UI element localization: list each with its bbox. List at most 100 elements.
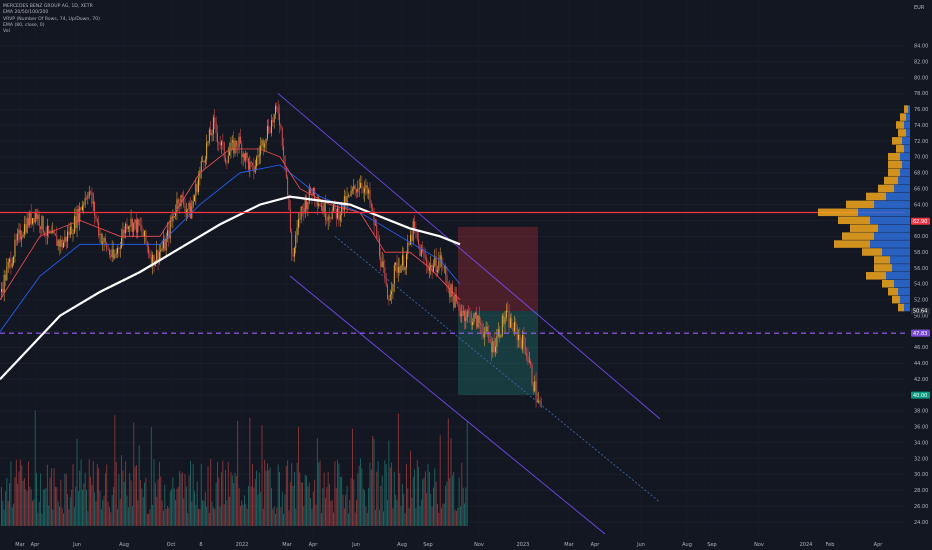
volume-bar [384, 460, 386, 526]
candle-body [334, 203, 336, 209]
volume-bar [434, 468, 436, 526]
time-tick-label: Aug [397, 542, 407, 548]
price-tick-label: 82.00 [914, 59, 928, 65]
volume-bar [145, 477, 147, 526]
volume-bar [222, 460, 224, 526]
volume-profile-down [838, 216, 870, 225]
candle-body [484, 331, 486, 338]
candle-body [504, 317, 506, 324]
volume-bar [10, 461, 12, 526]
time-tick-label: 2024 [800, 542, 813, 548]
candle-body [223, 142, 225, 158]
volume-bar [126, 495, 128, 526]
candle-body [446, 275, 448, 285]
volume-bar [354, 512, 356, 526]
volume-bar [433, 487, 434, 526]
candle-body [310, 187, 312, 194]
candle-body [303, 207, 305, 214]
volume-bar [94, 492, 96, 526]
volume-bar [404, 513, 406, 526]
volume-bar [144, 482, 145, 526]
candle-body [40, 226, 42, 230]
candle-body [44, 232, 46, 236]
candle-body [538, 400, 540, 403]
volume-bar [72, 464, 74, 526]
volume-profile-up [886, 192, 910, 201]
volume-bar [125, 461, 127, 526]
legend-volume[interactable]: Vol [3, 29, 10, 35]
candle-body [526, 353, 528, 357]
volume-bar [233, 483, 235, 526]
candle-body [272, 120, 274, 123]
legend-ema-single[interactable]: EMA (80, close, 0) [3, 22, 45, 28]
time-tick-label: Mar [564, 542, 574, 548]
volume-bar [152, 504, 154, 526]
candle-body [468, 311, 469, 313]
candle-body [36, 212, 37, 219]
candle-body [82, 205, 83, 211]
volume-bar [329, 484, 330, 526]
candle-body [488, 331, 490, 340]
volume-bar [245, 504, 247, 526]
time-tick-label: Nov [754, 542, 764, 548]
volume-bar [295, 508, 297, 526]
candle-body [260, 145, 262, 155]
candle-body [522, 335, 523, 349]
channel-lower-line [289, 275, 606, 535]
candle-body [368, 189, 370, 194]
volume-bar [225, 470, 226, 526]
volume-bar [387, 500, 388, 526]
symbol-title[interactable]: MERCEDES BENZ GROUP AG, 1D, XETR [3, 4, 93, 9]
volume-bar [46, 464, 48, 526]
volume-bar [396, 499, 398, 526]
volume-profile-down [842, 232, 874, 240]
candle-body [373, 211, 375, 226]
candle-body [165, 238, 167, 251]
volume-bar [435, 481, 437, 526]
volume-bar [291, 463, 293, 526]
candle-body [523, 335, 525, 345]
target-price-tag: 40.00 [913, 393, 927, 399]
volume-bar [206, 506, 208, 526]
volume-bar [427, 464, 429, 526]
volume-bar [90, 476, 91, 526]
candle-body [125, 223, 127, 234]
volume-bar [412, 476, 414, 526]
volume-bar [217, 461, 218, 526]
candle-body [121, 237, 123, 248]
candle-body [478, 315, 480, 323]
candle-body [150, 256, 152, 266]
candle-body [46, 225, 48, 236]
volume-bar [146, 513, 148, 526]
candle-body [175, 212, 177, 217]
volume-profile-up [908, 105, 910, 113]
legend-ema-multi[interactable]: EMA 20/50/100/200 [3, 10, 49, 16]
candle-body [161, 248, 163, 251]
time-tick-label: 8 [199, 542, 202, 548]
candle-body [123, 229, 125, 234]
volume-profile-down [904, 105, 908, 113]
price-tick-label: 54.00 [914, 282, 928, 288]
candle-body [149, 253, 151, 257]
legend-vrvp[interactable]: VRVP (Number Of Rows, 74, Up/Down, 70) [3, 16, 100, 22]
candle-body [306, 198, 307, 210]
volume-bar [204, 492, 206, 526]
volume-profile-down [862, 248, 882, 256]
volume-bar [95, 501, 97, 526]
volume-bar [424, 471, 426, 526]
volume-bar [276, 507, 278, 526]
volume-bar [356, 499, 357, 526]
price-tick-label: 34.00 [914, 440, 928, 446]
price-tick-label: 44.00 [914, 361, 928, 367]
candle-body [77, 209, 79, 222]
volume-bar [41, 513, 43, 526]
candle-body [239, 136, 241, 144]
volume-bar [318, 462, 320, 526]
candle-body [64, 236, 66, 243]
candle-body [184, 205, 186, 212]
volume-bar [21, 465, 23, 526]
volume-bar [211, 501, 213, 526]
volume-bar [230, 472, 232, 526]
volume-bar [447, 418, 449, 526]
